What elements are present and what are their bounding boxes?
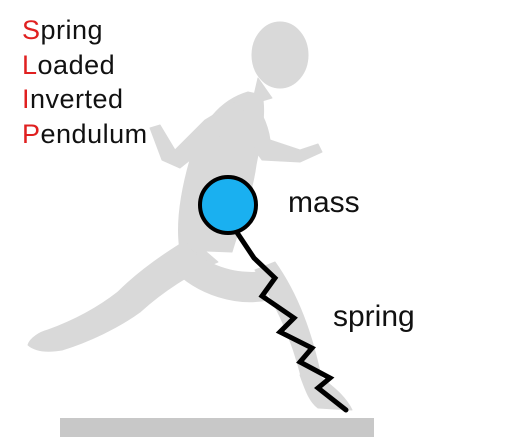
acronym-initial: P	[22, 118, 41, 149]
spring-label: spring	[333, 300, 415, 333]
acronym-rest: nverted	[30, 84, 124, 114]
slip-acronym-list: Spring Loaded Inverted Pendulum	[22, 13, 148, 151]
mass-circle	[198, 175, 258, 235]
acronym-rest: pring	[40, 15, 104, 45]
acronym-line-pendulum: Pendulum	[22, 117, 148, 152]
acronym-initial: I	[22, 84, 31, 114]
mass-label: mass	[288, 186, 360, 219]
acronym-line-spring: Spring	[22, 13, 148, 48]
ground-surface	[60, 418, 374, 437]
acronym-line-inverted: Inverted	[22, 82, 148, 117]
acronym-initial: S	[22, 15, 41, 45]
acronym-rest: endulum	[40, 118, 148, 149]
acronym-line-loaded: Loaded	[22, 48, 148, 83]
spring-line	[227, 219, 349, 413]
acronym-rest: oaded	[37, 49, 116, 80]
acronym-initial: L	[22, 49, 38, 80]
